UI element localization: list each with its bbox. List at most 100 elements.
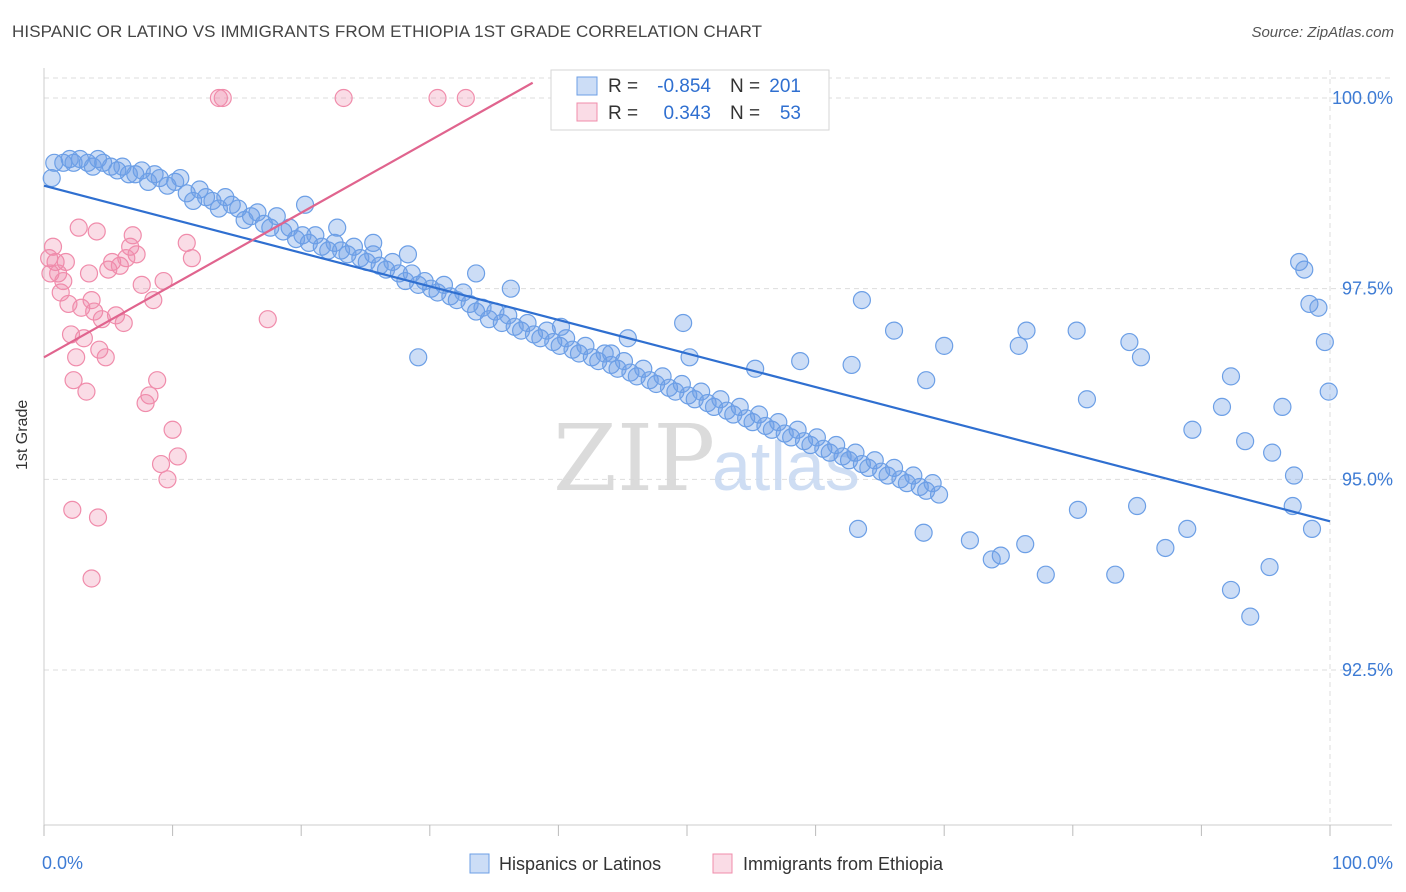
hispanic-point bbox=[769, 413, 788, 432]
hispanic-point bbox=[1067, 321, 1086, 340]
hispanic-point bbox=[1016, 535, 1035, 554]
tick-labels: 92.5% 95.0% 97.5% 100.0% 0.0% 100.0% bbox=[42, 88, 1393, 873]
legend-swatch-pink bbox=[576, 102, 598, 122]
axes bbox=[43, 68, 1392, 836]
hispanic-point bbox=[1263, 443, 1282, 462]
hispanic-point bbox=[557, 329, 576, 348]
ethiopia-point bbox=[87, 222, 106, 241]
hispanic-point bbox=[884, 458, 904, 477]
hispanic-point bbox=[267, 207, 286, 226]
x-tick-label-max: 100.0% bbox=[1332, 853, 1393, 873]
legend-r-value: 0.343 bbox=[663, 103, 711, 124]
hispanic-point bbox=[42, 168, 61, 188]
hispanic-point bbox=[364, 233, 383, 253]
ethiopia-point bbox=[182, 249, 201, 268]
hispanic-point bbox=[1295, 260, 1314, 279]
legend-label-hispanics: Hispanics or Latinos bbox=[499, 854, 661, 874]
ethiopia-point bbox=[77, 382, 96, 401]
hispanic-point bbox=[1017, 321, 1036, 340]
hispanic-point bbox=[1178, 519, 1197, 539]
hispanic-point bbox=[190, 180, 209, 199]
ethiopia-point bbox=[74, 329, 93, 348]
legend-n-label: N = bbox=[730, 103, 760, 124]
series-legend: Hispanics or Latinos Immigrants from Eth… bbox=[469, 853, 944, 874]
ethiopia-point bbox=[334, 88, 353, 108]
hispanic-point bbox=[884, 321, 904, 340]
ethiopia-point bbox=[121, 237, 140, 256]
ethiopia-point bbox=[428, 88, 447, 108]
hispanic-point bbox=[935, 336, 954, 355]
legend-swatch-ethiopia bbox=[712, 853, 733, 874]
hispanic-point bbox=[680, 348, 699, 367]
ethiopia-point bbox=[456, 88, 475, 108]
y-tick-label: 92.5% bbox=[1342, 660, 1393, 680]
ethiopia-point bbox=[213, 88, 232, 108]
hispanic-point bbox=[344, 237, 364, 256]
hispanic-point bbox=[383, 252, 402, 272]
data-points bbox=[40, 88, 1338, 626]
hispanic-point bbox=[923, 474, 942, 493]
hispanic-point bbox=[730, 397, 749, 416]
hispanic-point bbox=[827, 435, 846, 455]
hispanic-point bbox=[1260, 557, 1279, 577]
ethiopia-point bbox=[69, 218, 88, 237]
hispanic-point bbox=[398, 245, 418, 264]
hispanic-point bbox=[914, 523, 933, 542]
ethiopia-point bbox=[132, 275, 151, 294]
hispanic-point bbox=[306, 226, 325, 245]
ethiopia-point bbox=[127, 245, 146, 264]
y-tick-label: 95.0% bbox=[1342, 469, 1393, 489]
legend-n-value: 201 bbox=[769, 76, 801, 97]
ethiopia-point bbox=[82, 291, 101, 310]
hispanic-point bbox=[1120, 332, 1139, 352]
ethiopia-point bbox=[148, 371, 167, 390]
hispanic-point bbox=[171, 168, 190, 188]
hispanic-point bbox=[409, 348, 428, 367]
hispanic-point bbox=[501, 279, 520, 298]
hispanic-point bbox=[325, 233, 344, 253]
hispanic-point bbox=[576, 336, 595, 355]
watermark-zip: ZIP bbox=[553, 405, 715, 512]
hispanic-point bbox=[791, 352, 810, 371]
legend-label-ethiopia: Immigrants from Ethiopia bbox=[743, 854, 944, 874]
ethiopia-trend-line bbox=[43, 81, 534, 359]
trend-lines bbox=[43, 81, 1331, 523]
hispanic-point bbox=[1241, 607, 1260, 626]
hispanic-point bbox=[328, 218, 347, 237]
ethiopia-point bbox=[258, 310, 277, 329]
hispanic-point bbox=[807, 428, 826, 447]
hispanic-point bbox=[537, 321, 556, 340]
hispanic-point bbox=[1183, 420, 1202, 439]
hispanic-point bbox=[150, 168, 169, 188]
hispanic-point bbox=[848, 519, 868, 539]
chart-title: HISPANIC OR LATINO VS IMMIGRANTS FROM ET… bbox=[12, 22, 763, 41]
hispanic-point bbox=[1036, 565, 1055, 584]
hispanic-point bbox=[518, 313, 537, 333]
hispanic-point bbox=[1319, 382, 1338, 401]
correlation-legend: R = -0.854 N = 201 R = 0.343 N = 53 bbox=[550, 69, 830, 131]
ethiopia-point bbox=[46, 252, 65, 272]
ethiopia-point bbox=[114, 313, 133, 333]
hispanic-point bbox=[1309, 298, 1328, 317]
hispanic-point bbox=[674, 313, 693, 333]
ethiopia-point bbox=[117, 249, 136, 268]
hispanic-point bbox=[749, 405, 769, 424]
ethiopia-point bbox=[85, 302, 104, 321]
hispanic-point bbox=[1302, 519, 1322, 539]
legend-r-label: R = bbox=[608, 103, 638, 124]
hispanic-trend-line bbox=[43, 184, 1331, 523]
hispanic-point bbox=[960, 531, 980, 550]
hispanic-point bbox=[852, 291, 871, 310]
ethiopia-point bbox=[209, 88, 228, 108]
legend-n-value: 53 bbox=[780, 103, 801, 124]
ethiopia-point bbox=[63, 500, 82, 519]
hispanic-point bbox=[1009, 336, 1028, 355]
hispanic-point bbox=[982, 550, 1001, 569]
hispanic-point bbox=[1106, 565, 1125, 584]
hispanic-point bbox=[917, 371, 936, 390]
hispanic-point bbox=[216, 188, 235, 207]
ethiopia-point bbox=[90, 340, 109, 359]
y-tick-label: 97.5% bbox=[1342, 279, 1393, 299]
hispanic-point bbox=[1284, 466, 1304, 485]
